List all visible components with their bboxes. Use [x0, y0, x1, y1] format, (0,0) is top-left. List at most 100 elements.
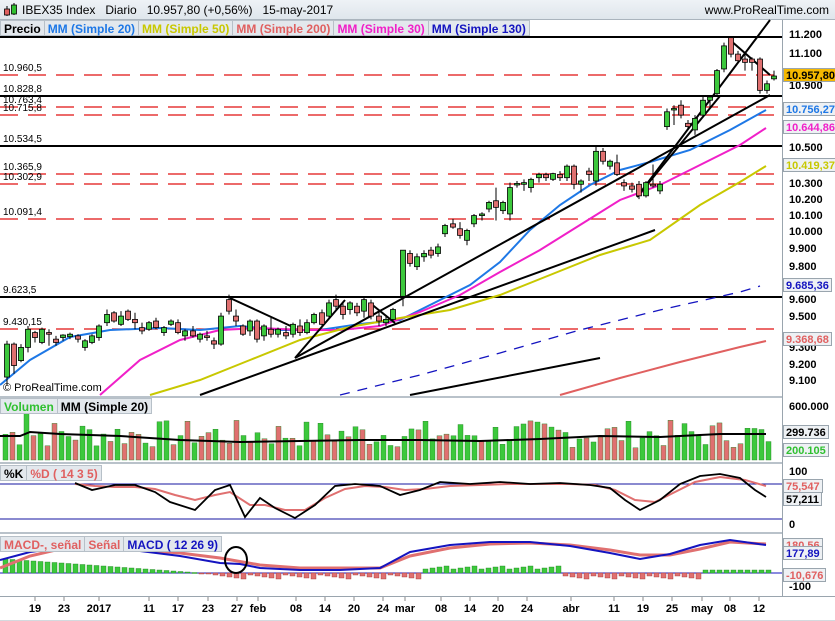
macd-lines [0, 538, 782, 580]
legend-sma200[interactable]: MM (Simple 200) [233, 20, 335, 36]
y-tick-label: 9.900 [789, 243, 817, 255]
x-tick-label: 08 [434, 603, 448, 615]
value-tag: 10.957,80 [783, 68, 835, 82]
y-axis-border [782, 20, 783, 596]
value-tag: 10.419,37 [783, 158, 835, 172]
x-tick-label: 2017 [86, 603, 112, 615]
x-tick-label: 12 [752, 603, 766, 615]
y-tick-label: 9.100 [789, 375, 817, 387]
level-label: 9.430,15 [3, 317, 42, 328]
candlesticks [4, 36, 777, 386]
x-axis-bar [0, 596, 835, 621]
candlestick-logo-icon [4, 3, 17, 16]
moving-averages [0, 109, 767, 396]
level-label: 10.534,5 [3, 134, 42, 145]
value-tag: 9.685,36 [783, 278, 832, 292]
volume-legend: Volumen MM (Simple 20) [0, 398, 153, 414]
legend-macd-hist[interactable]: MACD-, señal [0, 536, 86, 552]
value-tag: 10.644,86 [783, 120, 835, 134]
level-label: 10.302,9 [3, 172, 42, 183]
x-tick-label: 17 [171, 603, 185, 615]
x-tick-label: 14 [463, 603, 477, 615]
chart-header: IBEX35 Index Diario 10.957,80 (+0,56%) 1… [0, 0, 835, 20]
instrument-title: IBEX35 Index Diario 10.957,80 (+0,56%) 1… [22, 3, 334, 17]
value-tag: 299.736 [783, 425, 829, 439]
y-tick-label: 10.100 [789, 210, 823, 222]
x-tick-label: 08 [723, 603, 737, 615]
legend-macd-signal[interactable]: Señal [85, 536, 125, 552]
y-tick-label: 100 [789, 466, 808, 478]
x-tick-label: 19 [636, 603, 650, 615]
volume-bars [0, 410, 772, 461]
level-label: 10.715,8 [3, 103, 42, 114]
legend-sma20[interactable]: MM (Simple 20) [44, 20, 140, 36]
x-tick-label: 25 [665, 603, 679, 615]
x-tick-label: 19 [28, 603, 42, 615]
value-tag: 10.756,27 [783, 102, 835, 116]
macd-legend: MACD-, señal Señal MACD ( 12 26 9) [0, 536, 223, 552]
x-tick-label: may [690, 603, 714, 615]
x-tick-label: feb [249, 603, 267, 615]
site-url: www.ProRealTime.com [704, 3, 829, 17]
y-tick-label: 9.200 [789, 359, 817, 371]
legend-price[interactable]: Precio [0, 20, 45, 36]
y-tick-label: 10.200 [789, 194, 823, 206]
y-tick-label: 600.000 [789, 401, 829, 413]
price-legend: Precio MM (Simple 20) MM (Simple 50) MM … [0, 20, 530, 36]
horizontal-levels [0, 36, 782, 330]
x-tick-label: 08 [289, 603, 303, 615]
legend-volume-sma20[interactable]: MM (Simple 20) [57, 398, 153, 414]
x-tick-label: 14 [318, 603, 332, 615]
x-tick-label: 11 [143, 603, 155, 615]
y-tick-label: 0 [789, 519, 796, 531]
y-tick-label: 11.100 [789, 48, 823, 60]
y-tick-label: 11.200 [789, 29, 823, 41]
value-tag: -10,676 [783, 568, 827, 582]
x-tick-label: 20 [491, 603, 505, 615]
y-tick-label: -100 [789, 581, 812, 593]
level-label: 10.960,5 [3, 63, 42, 74]
y-tick-label: 9.500 [789, 311, 817, 323]
level-label: 10.091,4 [3, 207, 42, 218]
legend-macd[interactable]: MACD ( 12 26 9) [124, 536, 223, 552]
value-tag: 75,547 [783, 479, 823, 493]
value-tag: 200.105 [783, 443, 829, 457]
x-tick-label: 27 [230, 603, 244, 615]
copyright-text: © ProRealTime.com [3, 382, 102, 394]
annotation-circle [224, 546, 248, 574]
level-label: 10.365,9 [3, 162, 42, 173]
panel-divider[interactable] [0, 532, 782, 534]
panel-divider[interactable] [0, 396, 782, 398]
y-tick-label: 10.500 [789, 142, 823, 154]
level-label: 10.828,8 [3, 84, 42, 95]
y-tick-label: 10.900 [789, 80, 823, 92]
legend-sma30[interactable]: MM (Simple 30) [334, 20, 429, 36]
value-tag: 9.368,68 [783, 332, 832, 346]
x-tick-label: 23 [57, 603, 71, 615]
panel-divider[interactable] [0, 462, 782, 464]
x-tick-label: 11 [608, 603, 620, 615]
legend-volume[interactable]: Volumen [0, 398, 58, 414]
level-label: 9.623,5 [3, 285, 37, 296]
legend-stoch-k[interactable]: %K [0, 465, 28, 481]
legend-stoch-d[interactable]: %D ( 14 3 5) [27, 465, 102, 481]
x-tick-label: 24 [520, 603, 534, 615]
stochastic-legend: %K %D ( 14 3 5) [0, 465, 102, 481]
x-tick-label: 24 [376, 603, 390, 615]
x-tick-label: abr [562, 603, 580, 615]
y-tick-label: 10.000 [789, 226, 823, 238]
x-tick-label: 20 [347, 603, 361, 615]
x-tick-label: mar [394, 603, 416, 615]
value-tag: 57,211 [783, 492, 823, 506]
stochastic-lines [0, 473, 782, 520]
legend-sma50[interactable]: MM (Simple 50) [139, 20, 234, 36]
x-tick-label: 23 [201, 603, 215, 615]
x-axis-ticks [34, 597, 760, 601]
trendlines[interactable] [199, 19, 771, 396]
legend-sma130[interactable]: MM (Simple 130) [428, 20, 530, 36]
y-tick-label: 9.600 [789, 294, 817, 306]
y-tick-label: 9.800 [789, 261, 817, 273]
level-label: 10.763,4 [3, 95, 42, 106]
